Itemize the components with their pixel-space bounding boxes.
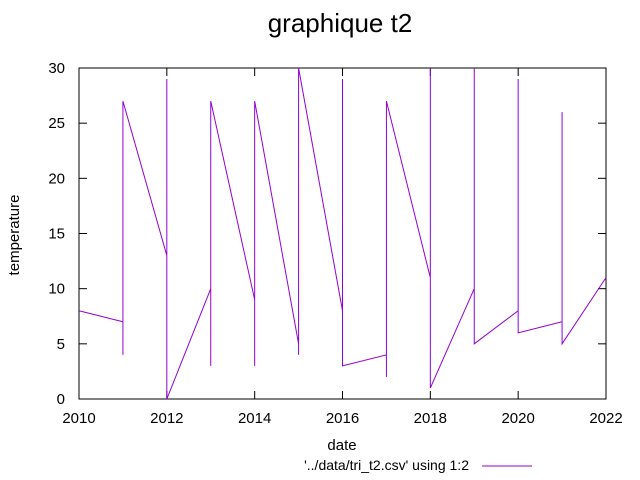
x-axis: 2010 2012 2014 2016 2018 2020 2022	[62, 68, 623, 427]
x-tick-label: 2018	[414, 410, 447, 427]
series-line	[78, 67, 607, 400]
x-tick-label: 2022	[589, 410, 622, 427]
x-axis-label: date	[327, 437, 356, 454]
y-tick-label: 0	[57, 391, 65, 408]
x-tick-label: 2012	[150, 410, 183, 427]
y-tick-label: 30	[48, 60, 65, 77]
x-tick-label: 2016	[326, 410, 359, 427]
y-tick-label: 25	[48, 115, 65, 132]
y-axis-label: temperature	[6, 195, 23, 276]
y-axis: 0 5 10 15 20 25 30	[48, 60, 606, 408]
legend: '../data/tri_t2.csv' using 1:2	[304, 457, 532, 473]
chart-title: graphique t2	[268, 8, 413, 38]
series-layer	[78, 67, 607, 400]
y-tick-label: 15	[48, 226, 65, 243]
x-tick-label: 2010	[62, 410, 95, 427]
x-tick-label: 2020	[501, 410, 534, 427]
x-tick-label: 2014	[238, 410, 271, 427]
y-tick-label: 20	[48, 170, 65, 187]
y-tick-label: 5	[57, 336, 65, 353]
legend-label: '../data/tri_t2.csv' using 1:2	[304, 457, 469, 473]
y-tick-label: 10	[48, 281, 65, 298]
